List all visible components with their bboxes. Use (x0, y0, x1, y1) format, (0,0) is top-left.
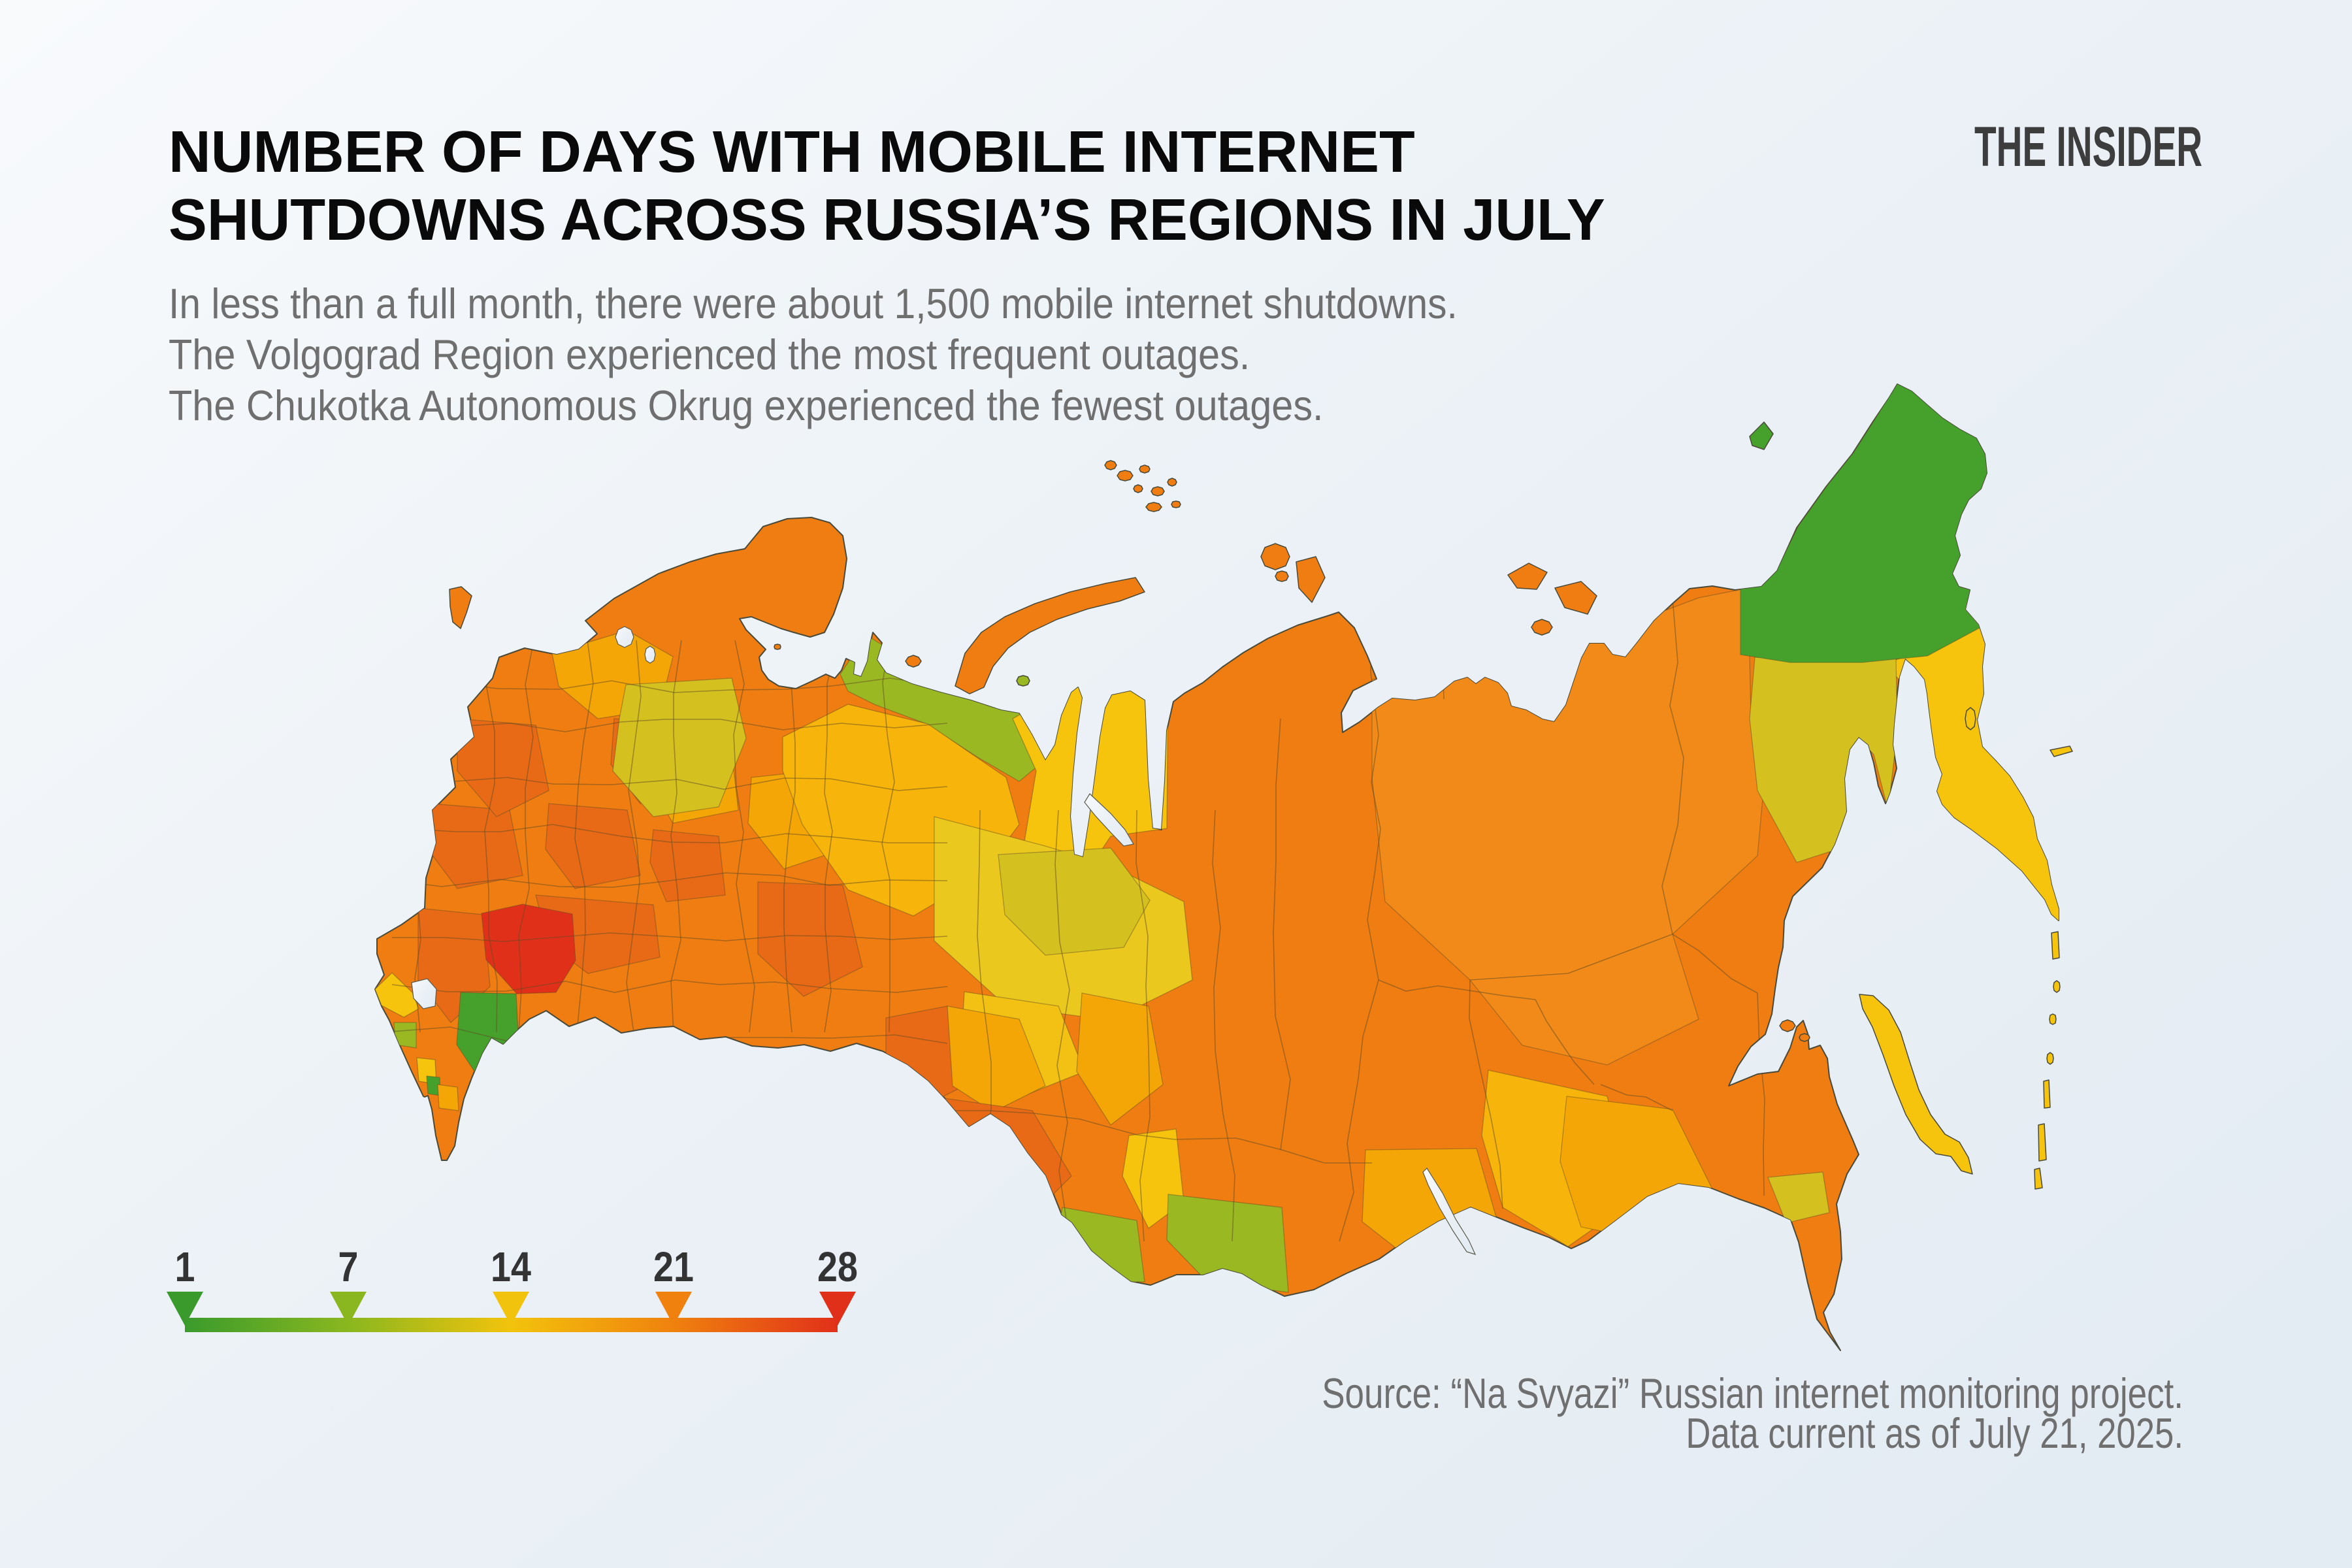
svg-text:Source: “Na Svyazi” Russian in: Source: “Na Svyazi” Russian internet mon… (1322, 1369, 2183, 1417)
svg-text:7: 7 (338, 1243, 359, 1290)
svg-text:Data current as of July 21, 20: Data current as of July 21, 2025. (1686, 1409, 2183, 1458)
svg-text:In less than a full month, the: In less than a full month, there were ab… (169, 280, 1458, 327)
svg-text:1: 1 (175, 1243, 195, 1290)
svg-text:The Volgograd Region experienc: The Volgograd Region experienced the mos… (169, 332, 1250, 379)
svg-text:28: 28 (817, 1243, 858, 1290)
svg-text:SHUTDOWNS ACROSS RUSSIA’S REGI: SHUTDOWNS ACROSS RUSSIA’S REGIONS IN JUL… (169, 186, 1605, 252)
svg-text:21: 21 (653, 1243, 694, 1290)
svg-text:NUMBER OF DAYS WITH MOBILE INT: NUMBER OF DAYS WITH MOBILE INTERNET (169, 120, 1415, 185)
svg-text:The Chukotka Autonomous Okrug: The Chukotka Autonomous Okrug experience… (169, 383, 1324, 430)
svg-text:14: 14 (491, 1243, 532, 1290)
svg-text:THE INSIDER: THE INSIDER (1974, 116, 2202, 178)
